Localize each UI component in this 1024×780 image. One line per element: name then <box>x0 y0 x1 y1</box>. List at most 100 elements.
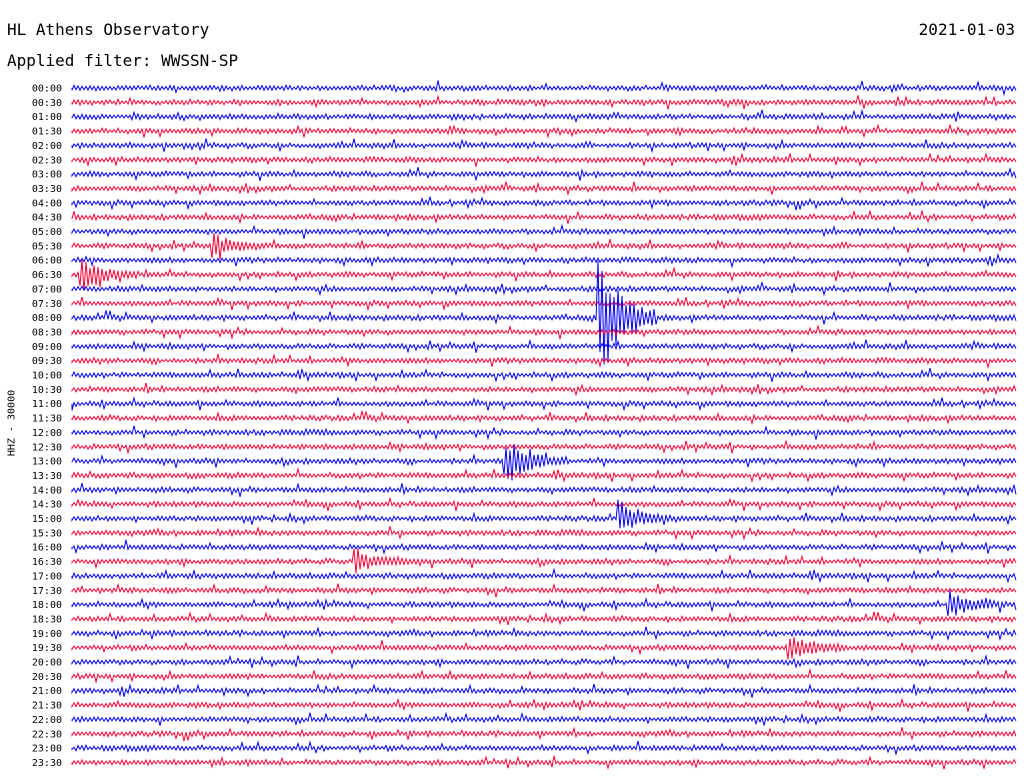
trace-row <box>71 223 1017 239</box>
trace-row <box>71 548 1017 574</box>
trace-row <box>71 667 1017 684</box>
row-time-label: 01:30 <box>32 127 62 138</box>
trace-row <box>71 94 1017 110</box>
trace-row <box>71 726 1017 742</box>
trace-row <box>71 259 1017 292</box>
row-time-label: 06:00 <box>32 256 62 267</box>
trace-row <box>71 590 1017 617</box>
row-time-label: 13:00 <box>32 457 62 468</box>
row-time-label: 04:30 <box>32 213 62 224</box>
trace-row <box>71 123 1017 139</box>
row-time-label: 12:30 <box>32 442 62 453</box>
trace-row <box>71 567 1017 584</box>
row-time-label: 23:30 <box>32 758 62 769</box>
trace-row <box>71 425 1017 441</box>
trace-row <box>71 740 1017 756</box>
row-time-label: 08:00 <box>32 313 62 324</box>
row-time-label: 05:00 <box>32 227 62 238</box>
trace-row <box>71 654 1017 670</box>
trace-row <box>71 611 1017 626</box>
trace-row <box>71 467 1017 483</box>
row-time-label: 09:00 <box>32 342 62 353</box>
trace-row <box>71 367 1017 383</box>
trace-row <box>71 352 1017 370</box>
trace-row <box>71 697 1017 712</box>
trace-row <box>71 282 1017 297</box>
trace-row <box>71 396 1017 412</box>
row-time-label: 11:30 <box>32 414 62 425</box>
trace-row <box>71 260 1017 365</box>
trace-row <box>71 181 1017 196</box>
row-time-label: 13:30 <box>32 471 62 482</box>
row-time-label: 02:00 <box>32 141 62 152</box>
filter-label: Applied filter: WWSSN-SP <box>7 51 239 70</box>
trace-row <box>71 439 1017 455</box>
row-time-label: 07:30 <box>32 299 62 310</box>
row-time-label: 16:30 <box>32 557 62 568</box>
trace-row <box>71 482 1017 498</box>
row-time-label: 02:30 <box>32 155 62 166</box>
row-time-label: 19:30 <box>32 643 62 654</box>
trace-row <box>71 626 1017 642</box>
row-time-label: 20:30 <box>32 672 62 683</box>
row-time-label: 23:00 <box>32 744 62 755</box>
trace-row <box>71 755 1017 770</box>
record-date: 2021-01-03 <box>918 20 1015 39</box>
trace-row <box>71 683 1017 698</box>
trace-row <box>71 108 1017 124</box>
trace-row <box>71 80 1017 97</box>
trace-row <box>71 539 1017 555</box>
trace-row <box>71 526 1017 541</box>
trace-row <box>71 296 1017 312</box>
row-time-label: 22:00 <box>32 715 62 726</box>
row-time-label: 04:00 <box>32 198 62 209</box>
row-time-label: 05:30 <box>32 241 62 252</box>
trace-row <box>71 233 1017 260</box>
trace-row <box>71 138 1017 154</box>
row-time-label: 11:00 <box>32 399 62 410</box>
trace-row <box>71 152 1017 169</box>
row-time-label: 01:00 <box>32 112 62 123</box>
row-time-label: 00:00 <box>32 84 62 95</box>
row-time-label: 17:30 <box>32 586 62 597</box>
trace-row <box>71 196 1017 211</box>
trace-row <box>71 637 1017 660</box>
row-time-label: 00:30 <box>32 98 62 109</box>
row-time-label: 03:30 <box>32 184 62 195</box>
row-time-label: 12:00 <box>32 428 62 439</box>
row-time-label: 03:00 <box>32 170 62 181</box>
row-time-label: 06:30 <box>32 270 62 281</box>
row-time-label: 14:00 <box>32 485 62 496</box>
row-time-label: 22:30 <box>32 729 62 740</box>
trace-row <box>71 499 1017 529</box>
trace-row <box>71 338 1017 354</box>
trace-row <box>71 382 1017 397</box>
row-time-label: 17:00 <box>32 571 62 582</box>
row-time-label: 15:00 <box>32 514 62 525</box>
trace-row <box>71 496 1017 512</box>
row-time-label: 10:00 <box>32 371 62 382</box>
row-time-label: 21:30 <box>32 701 62 712</box>
trace-row <box>71 324 1017 340</box>
trace-row <box>71 582 1017 598</box>
trace-row <box>71 444 1017 481</box>
row-time-label: 14:30 <box>32 500 62 511</box>
trace-row <box>71 410 1017 426</box>
row-time-label: 21:00 <box>32 686 62 697</box>
row-time-label: 08:30 <box>32 327 62 338</box>
row-time-label: 18:00 <box>32 600 62 611</box>
observatory-title: HL Athens Observatory <box>7 20 210 39</box>
row-time-label: 18:30 <box>32 614 62 625</box>
row-time-label: 16:00 <box>32 543 62 554</box>
row-time-label: 07:00 <box>32 284 62 295</box>
trace-row <box>71 711 1017 727</box>
trace-row <box>71 252 1017 269</box>
row-time-label: 19:00 <box>32 629 62 640</box>
row-time-label: 10:30 <box>32 385 62 396</box>
trace-row <box>71 209 1017 225</box>
row-time-label: 09:30 <box>32 356 62 367</box>
row-time-label: 15:30 <box>32 528 62 539</box>
trace-row <box>71 166 1017 182</box>
row-time-label: 20:00 <box>32 658 62 669</box>
